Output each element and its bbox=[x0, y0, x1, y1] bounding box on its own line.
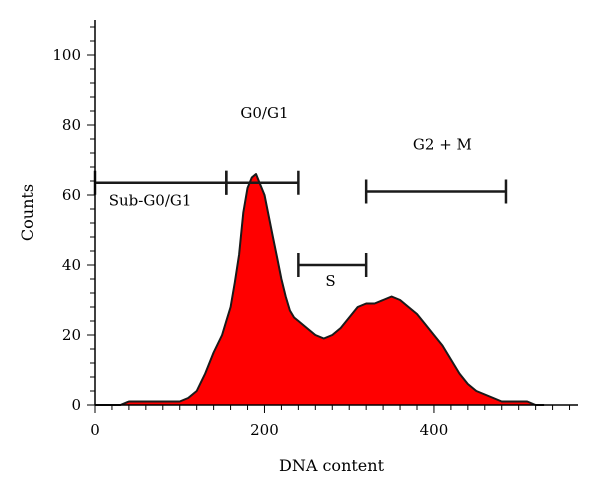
histogram-area bbox=[95, 174, 545, 405]
y-tick-label: 80 bbox=[62, 116, 81, 134]
x-axis-label: DNA content bbox=[279, 456, 385, 475]
y-ticks: 0 20 40 60 80 100 bbox=[52, 26, 95, 414]
x-tick-label: 200 bbox=[250, 421, 279, 439]
annotation-label: Sub-G0/G1 bbox=[109, 192, 192, 210]
annotation-label: S bbox=[325, 272, 335, 290]
annotation-label: G2 + M bbox=[413, 136, 472, 154]
y-tick-label: 40 bbox=[62, 256, 81, 274]
gate-marker bbox=[364, 179, 508, 204]
annotation-label: G0/G1 bbox=[240, 104, 288, 122]
histogram-outline bbox=[95, 173, 545, 406]
x-ticks: 0 200 400 bbox=[90, 405, 571, 439]
x-tick-label: 400 bbox=[420, 421, 449, 439]
plot-area bbox=[95, 173, 545, 406]
x-tick-label: 0 bbox=[90, 421, 100, 439]
y-tick-label: 0 bbox=[71, 396, 81, 414]
gate-marker bbox=[297, 253, 368, 277]
y-tick-label: 100 bbox=[52, 46, 81, 64]
annotations-layer: G0/G1 G2 + M Sub-G0/G1 S bbox=[109, 104, 472, 290]
y-tick-label: 60 bbox=[62, 186, 81, 204]
y-axis-label: Counts bbox=[18, 184, 37, 241]
gate-marker bbox=[225, 170, 300, 195]
y-tick-label: 20 bbox=[62, 326, 81, 344]
gates-layer bbox=[93, 170, 508, 277]
